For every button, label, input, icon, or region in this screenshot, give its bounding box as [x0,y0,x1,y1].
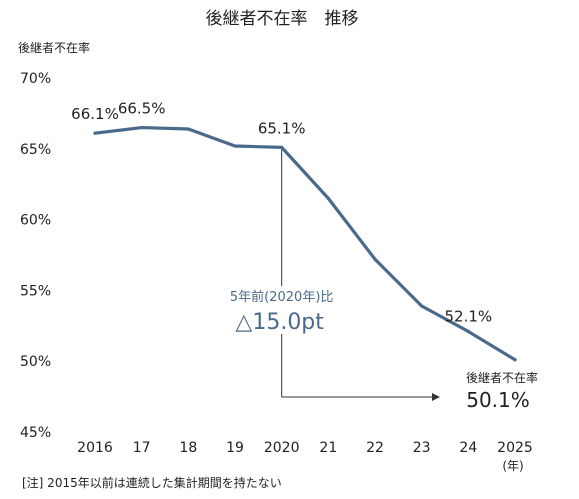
data-label: 65.1% [258,119,306,137]
y-axis: 45% 50% 55% 60% 65% 70% [20,71,51,441]
data-point [140,125,144,130]
end-label-value: 50.1% [466,388,530,412]
x-tick-label: 2016 [77,440,113,456]
x-tick-label: 21 [319,440,337,456]
x-tick-label: 2025 [497,440,533,456]
series-layer [93,125,517,362]
y-tick-label: 50% [20,354,51,370]
data-point [326,196,330,200]
data-labels: 66.1% 66.5% 65.1% 52.1% [71,100,492,326]
data-label: 66.5% [118,100,166,118]
x-tick-label: 17 [133,440,151,456]
data-point [466,329,470,334]
end-label-caption: 後継者不在率 [466,370,538,385]
y-tick-label: 60% [20,213,51,229]
data-point [93,131,97,135]
data-point [186,127,190,131]
x-tick-label: 22 [366,440,384,456]
footnote: [注] 2015年以前は連続した集計期間を持たない [22,475,282,490]
x-tick-label: 24 [459,440,477,456]
data-point [280,145,284,149]
x-tick-label: 2020 [264,440,300,456]
y-tick-label: 65% [20,142,51,158]
x-tick-label: 18 [179,440,197,456]
data-label: 52.1% [445,307,493,325]
change-annotation: 5年前(2020年)比 △15.0pt [219,149,440,401]
data-label: 66.1% [71,105,119,123]
data-point [373,257,377,261]
y-tick-label: 70% [20,71,51,87]
annotation-arrow-head [432,393,440,401]
y-tick-label: 45% [20,425,51,441]
data-point [420,304,424,308]
y-axis-label: 後継者不在率 [18,40,90,55]
x-axis: 2016 17 18 19 2020 21 22 23 24 2025 [77,440,533,456]
data-point [233,144,237,148]
x-tick-label: 23 [413,440,431,456]
annotation-caption: 5年前(2020年)比 [230,289,334,305]
data-point [513,358,517,362]
annotation-background [219,286,344,334]
x-tick-label: 19 [226,440,244,456]
annotation-value: △15.0pt [235,310,324,335]
x-axis-unit: (年) [502,459,523,473]
chart-title: 後継者不在率 推移 [206,9,359,29]
series-line [93,125,517,362]
y-tick-label: 55% [20,283,51,299]
